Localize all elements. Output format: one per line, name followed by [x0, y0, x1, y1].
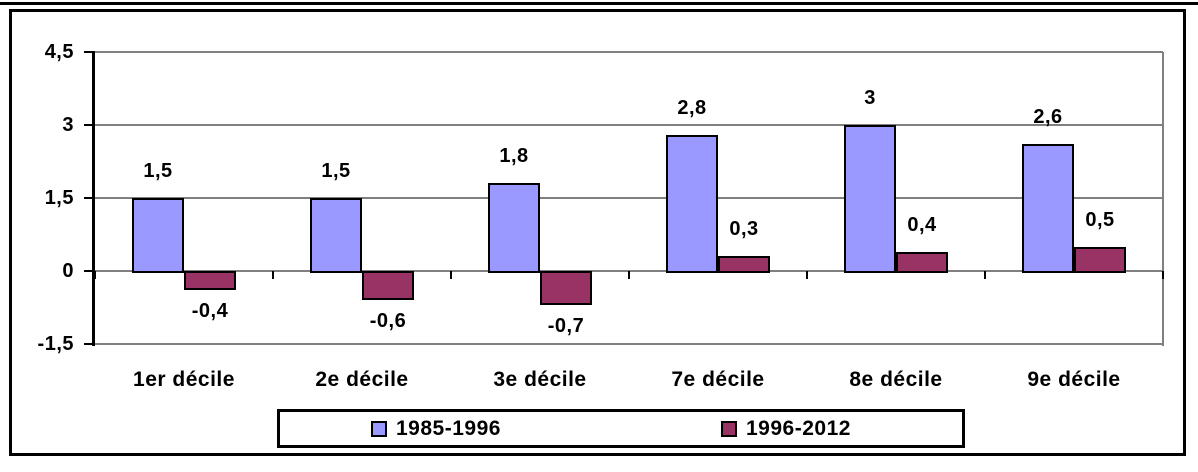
- bar-1985-1996-2e décile: [310, 198, 362, 273]
- bar-1996-2012-2e décile: [362, 271, 414, 301]
- bar-1996-2012-7e décile: [718, 256, 770, 273]
- category-axis-tick: [806, 271, 808, 279]
- value-label: 2,8: [677, 96, 707, 119]
- value-label: 0,5: [1085, 208, 1115, 231]
- category-axis-tick: [628, 271, 630, 279]
- category-axis-tick: [94, 271, 96, 279]
- bar-1996-2012-9e décile: [1074, 246, 1126, 273]
- bar-1985-1996-9e décile: [1022, 144, 1074, 273]
- category-label: 2e décile: [315, 368, 409, 391]
- category-label: 9e décile: [1027, 368, 1121, 391]
- bar-1996-2012-3e décile: [540, 271, 592, 306]
- category-axis-tick: [984, 271, 986, 279]
- legend-label-1996-2012: 1996-2012: [746, 417, 851, 440]
- category-axis-tick: [450, 271, 452, 279]
- legend-label-1985-1996: 1985-1996: [396, 417, 501, 440]
- category-label: 7e décile: [671, 368, 765, 391]
- y-axis-line: [92, 52, 95, 346]
- bar-1985-1996-1er décile: [132, 198, 184, 273]
- value-label: 1,5: [143, 160, 173, 182]
- value-label: -0,4: [191, 300, 229, 323]
- value-label: 0,3: [729, 218, 759, 241]
- y-axis-tick: [84, 343, 95, 345]
- value-label: 1,8: [499, 145, 529, 168]
- y-axis-tick: [84, 270, 95, 272]
- value-label: 3: [864, 87, 876, 109]
- gridline: [95, 51, 1163, 53]
- value-label: -0,6: [369, 310, 407, 333]
- value-label: -0,7: [547, 315, 585, 338]
- y-axis-tick: [84, 51, 95, 53]
- value-label: 2,6: [1033, 106, 1063, 129]
- y-axis-tick: [84, 197, 95, 199]
- bar-1996-2012-8e décile: [896, 251, 948, 273]
- legend: 1985-1996 1996-2012: [277, 409, 965, 448]
- category-axis-tick: [1162, 271, 1164, 279]
- category-label: 1er décile: [133, 368, 235, 391]
- bar-1996-2012-1er décile: [184, 271, 236, 291]
- legend-swatch-1996-2012-icon: [721, 421, 737, 437]
- y-axis-label: 1,5: [44, 187, 74, 209]
- gridline: [95, 197, 1163, 199]
- bar-1985-1996-7e décile: [666, 134, 718, 273]
- gridline: [95, 124, 1163, 126]
- y-axis-label: -1,5: [37, 333, 74, 355]
- category-label: 8e décile: [849, 368, 943, 391]
- value-label: 0,4: [907, 213, 937, 236]
- gridline: [95, 343, 1163, 345]
- value-label: 1,5: [321, 160, 351, 182]
- y-axis-label: 3: [62, 114, 74, 136]
- legend-swatch-1985-1996-icon: [371, 421, 387, 437]
- plot-border-right: [1162, 52, 1164, 346]
- y-axis-tick: [84, 124, 95, 126]
- y-axis-label: 4,5: [44, 41, 74, 63]
- y-axis-label: 0: [62, 260, 74, 282]
- category-axis-tick: [272, 271, 274, 279]
- chart-frame: [9, 9, 1186, 456]
- category-label: 3e décile: [493, 368, 587, 391]
- bar-1985-1996-8e décile: [844, 125, 896, 273]
- bar-1985-1996-3e décile: [488, 183, 540, 273]
- page-top-rule: [0, 2, 1198, 5]
